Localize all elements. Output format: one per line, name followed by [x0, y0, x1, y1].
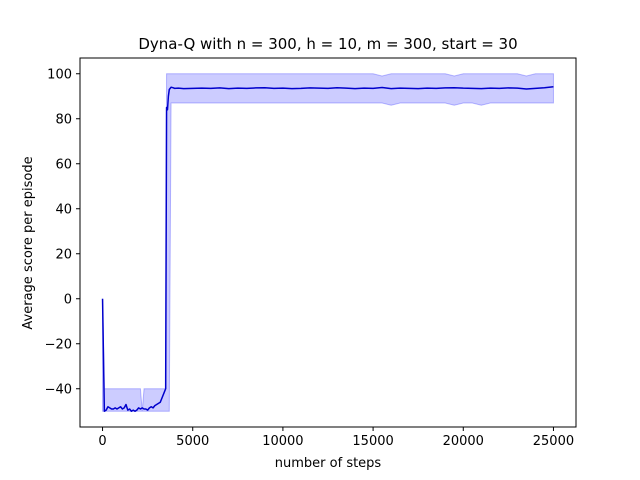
x-tick-label: 10000	[262, 434, 303, 449]
confidence-band	[102, 73, 554, 412]
x-tick-label: 15000	[352, 434, 393, 449]
y-tick-label: 60	[55, 157, 72, 172]
y-tick-label: 100	[47, 67, 72, 82]
y-axis-label: Average score per episode	[21, 156, 36, 329]
x-tick-label: 0	[98, 434, 106, 449]
y-tick-label: 20	[55, 247, 72, 262]
x-tick-label: 5000	[176, 434, 209, 449]
y-tick-label: 40	[55, 202, 72, 217]
x-tick-label: 20000	[443, 434, 484, 449]
x-tick-label: 25000	[533, 434, 574, 449]
y-tick-label: 80	[55, 112, 72, 127]
series-line	[101, 86, 554, 412]
plot-frame	[79, 57, 577, 428]
chart-title: Dyna-Q with n = 300, h = 10, m = 300, st…	[138, 35, 517, 53]
x-axis-label: number of steps	[275, 456, 382, 471]
y-tick-label: −20	[45, 337, 72, 352]
y-tick-label: −40	[45, 382, 72, 397]
y-tick-label: 0	[64, 292, 72, 307]
